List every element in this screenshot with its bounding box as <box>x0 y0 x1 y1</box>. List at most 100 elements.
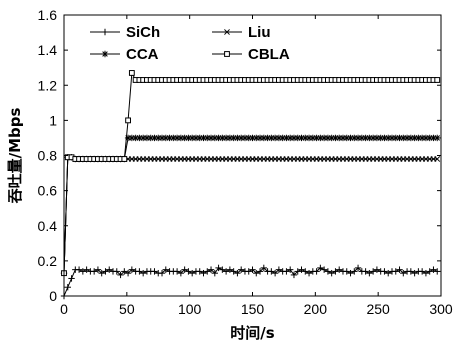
point-sich-63 <box>298 266 305 273</box>
point-cbla-18 <box>128 70 135 76</box>
point-sich-81 <box>366 269 373 277</box>
y-tick-label-2: 0.4 <box>38 218 58 234</box>
point-sich-11 <box>102 268 109 275</box>
y-tick-label-3: 0.6 <box>38 183 58 199</box>
point-sich-70 <box>324 268 332 275</box>
x-tick-label-5: 250 <box>366 301 390 317</box>
point-sich-27 <box>162 266 169 273</box>
point-liu-99 <box>434 156 441 162</box>
point-sich-16 <box>121 268 128 275</box>
point-sich-21 <box>139 269 147 277</box>
point-sich-80 <box>362 268 369 275</box>
point-sich-78 <box>354 264 362 272</box>
point-sich-34 <box>188 269 196 277</box>
series-line-liu <box>63 156 438 274</box>
legend-label-cbla: CBLA <box>248 46 290 63</box>
point-sich-52 <box>256 268 264 275</box>
legend-marker-liu <box>224 29 230 35</box>
point-sich-1 <box>64 284 71 291</box>
point-sich-8 <box>90 268 98 275</box>
y-tick-label-5: 1 <box>49 112 57 128</box>
point-cbla-17 <box>125 117 131 124</box>
point-sich-55 <box>268 268 275 275</box>
point-sich-33 <box>185 268 192 275</box>
point-sich-64 <box>302 268 309 275</box>
point-sich-44 <box>226 266 234 273</box>
y-tick-label-4: 0.8 <box>38 148 58 164</box>
legend-marker-sich <box>101 28 109 36</box>
point-sich-24 <box>151 268 158 275</box>
point-sich-12 <box>106 266 113 273</box>
point-sich-42 <box>219 266 226 273</box>
point-sich-67 <box>313 268 320 275</box>
point-sich-73 <box>336 266 343 273</box>
y-tick-label-7: 1.4 <box>38 42 58 58</box>
legend: SiCh Liu CCA CBLA <box>90 24 290 63</box>
legend-label-liu: Liu <box>248 24 271 41</box>
point-sich-15 <box>117 271 124 279</box>
point-sich-72 <box>332 268 339 275</box>
point-sich-82 <box>369 268 377 275</box>
point-sich-88 <box>392 268 399 275</box>
series-layer <box>60 70 441 300</box>
point-sich-14 <box>113 268 120 275</box>
series-markers-liu <box>61 154 441 277</box>
point-sich-9 <box>94 266 102 273</box>
point-sich-39 <box>207 266 215 273</box>
series-markers-cbla <box>61 70 441 277</box>
y-axis-label: 吞吐量/Mbps <box>6 108 24 205</box>
point-sich-47 <box>237 266 245 273</box>
x-tick-label-2: 100 <box>178 301 202 317</box>
point-sich-83 <box>373 266 381 273</box>
series-line-cbla <box>63 71 438 274</box>
point-cbla-99 <box>434 77 441 83</box>
legend-item-sich: SiCh <box>90 24 160 41</box>
x-tick-label-4: 200 <box>304 301 328 317</box>
point-sich-30 <box>173 268 181 275</box>
legend-label-cca: CCA <box>126 46 159 63</box>
x-tick-label-3: 150 <box>241 301 265 317</box>
point-sich-45 <box>230 268 237 275</box>
series-markers-sich <box>60 264 441 300</box>
point-sich-95 <box>418 268 426 275</box>
y-tick-label-0: 0 <box>49 288 57 304</box>
point-sich-37 <box>200 269 207 277</box>
point-sich-36 <box>196 268 203 275</box>
point-sich-10 <box>98 269 105 277</box>
point-cbla-16 <box>121 156 128 162</box>
point-sich-6 <box>83 266 90 273</box>
point-sich-86 <box>385 269 392 277</box>
y-tick-label-8: 1.6 <box>38 7 58 23</box>
x-tick-label-1: 50 <box>119 301 135 317</box>
x-tick-label-6: 300 <box>429 301 453 317</box>
x-tick-label-0: 0 <box>60 301 68 317</box>
point-sich-61 <box>290 271 298 279</box>
point-sich-97 <box>426 268 433 275</box>
point-sich-46 <box>234 269 241 277</box>
point-sich-41 <box>215 264 222 272</box>
point-sich-99 <box>434 268 441 275</box>
point-sich-93 <box>411 269 418 277</box>
point-sich-65 <box>305 269 313 277</box>
point-sich-90 <box>400 269 407 277</box>
point-sich-68 <box>317 264 324 272</box>
ticks-layer: 0 0.2 0.4 0.6 0.8 1 1.2 1.4 1.6 0 50 100 150 200 250 30… <box>38 7 453 317</box>
point-sich-85 <box>381 268 388 275</box>
point-cca-99 <box>434 134 441 142</box>
series-markers-cca <box>60 134 441 277</box>
point-sich-75 <box>343 268 350 275</box>
point-sich-49 <box>245 268 252 275</box>
point-sich-2 <box>68 275 75 282</box>
point-sich-17 <box>124 269 132 277</box>
legend-item-cbla: CBLA <box>212 46 290 63</box>
point-sich-18 <box>128 266 136 273</box>
point-sich-57 <box>275 266 283 273</box>
point-sich-50 <box>249 266 256 273</box>
x-axis-label: 时间/s <box>230 324 274 342</box>
point-sich-32 <box>181 266 188 273</box>
legend-item-liu: Liu <box>212 24 271 41</box>
point-sich-71 <box>328 269 335 277</box>
point-sich-40 <box>211 269 218 277</box>
y-tick-label-6: 1.2 <box>38 77 58 93</box>
